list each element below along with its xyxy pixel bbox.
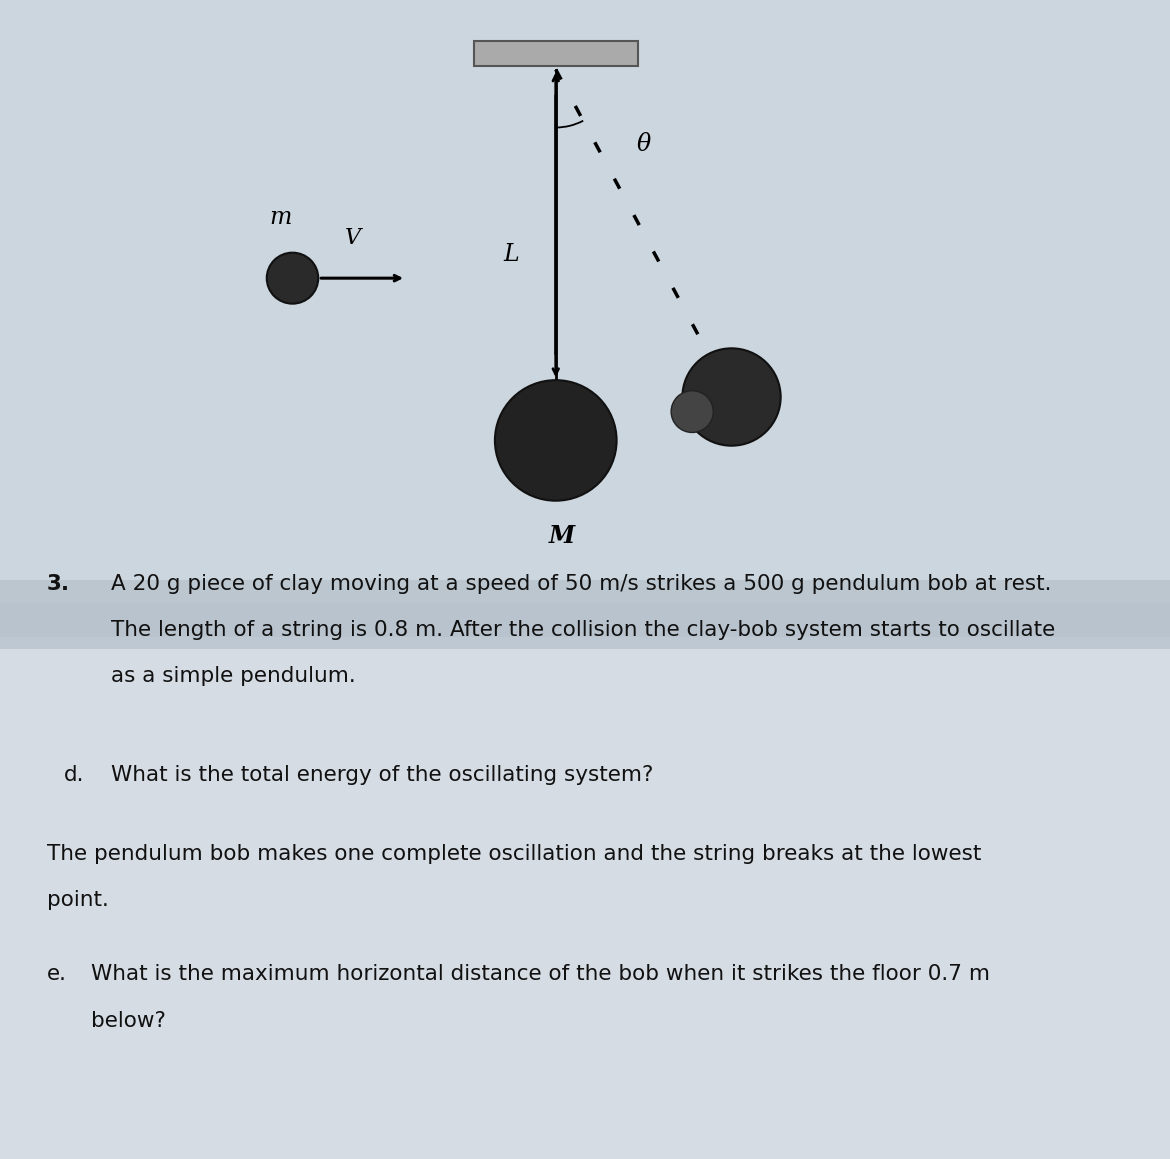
Text: The pendulum bob makes one complete oscillation and the string breaks at the low: The pendulum bob makes one complete osci…	[47, 844, 982, 863]
Text: d.: d.	[64, 765, 85, 785]
Circle shape	[267, 253, 318, 304]
Bar	[0, 580, 1170, 649]
Text: M: M	[549, 524, 574, 548]
Text: What is the maximum horizontal distance of the bob when it strikes the floor 0.7: What is the maximum horizontal distance …	[91, 964, 990, 984]
Text: e.: e.	[47, 964, 67, 984]
Text: below?: below?	[91, 1011, 166, 1030]
Circle shape	[672, 391, 714, 432]
Text: θ: θ	[636, 133, 651, 156]
Text: L: L	[503, 243, 519, 267]
Circle shape	[495, 380, 617, 501]
Bar	[474, 41, 638, 66]
Bar	[0, 637, 1170, 1159]
Text: A 20 g piece of clay moving at a speed of 50 m/s strikes a 500 g pendulum bob at: A 20 g piece of clay moving at a speed o…	[111, 574, 1052, 593]
Text: 3.: 3.	[47, 574, 70, 593]
Text: V: V	[345, 227, 362, 249]
Text: as a simple pendulum.: as a simple pendulum.	[111, 666, 356, 686]
Text: point.: point.	[47, 890, 109, 910]
Text: The length of a string is 0.8 m. After the collision the clay-bob system starts : The length of a string is 0.8 m. After t…	[111, 620, 1055, 640]
Text: What is the total energy of the oscillating system?: What is the total energy of the oscillat…	[111, 765, 654, 785]
Bar	[0, 0, 1170, 603]
Text: m: m	[269, 206, 292, 229]
Circle shape	[682, 349, 780, 446]
